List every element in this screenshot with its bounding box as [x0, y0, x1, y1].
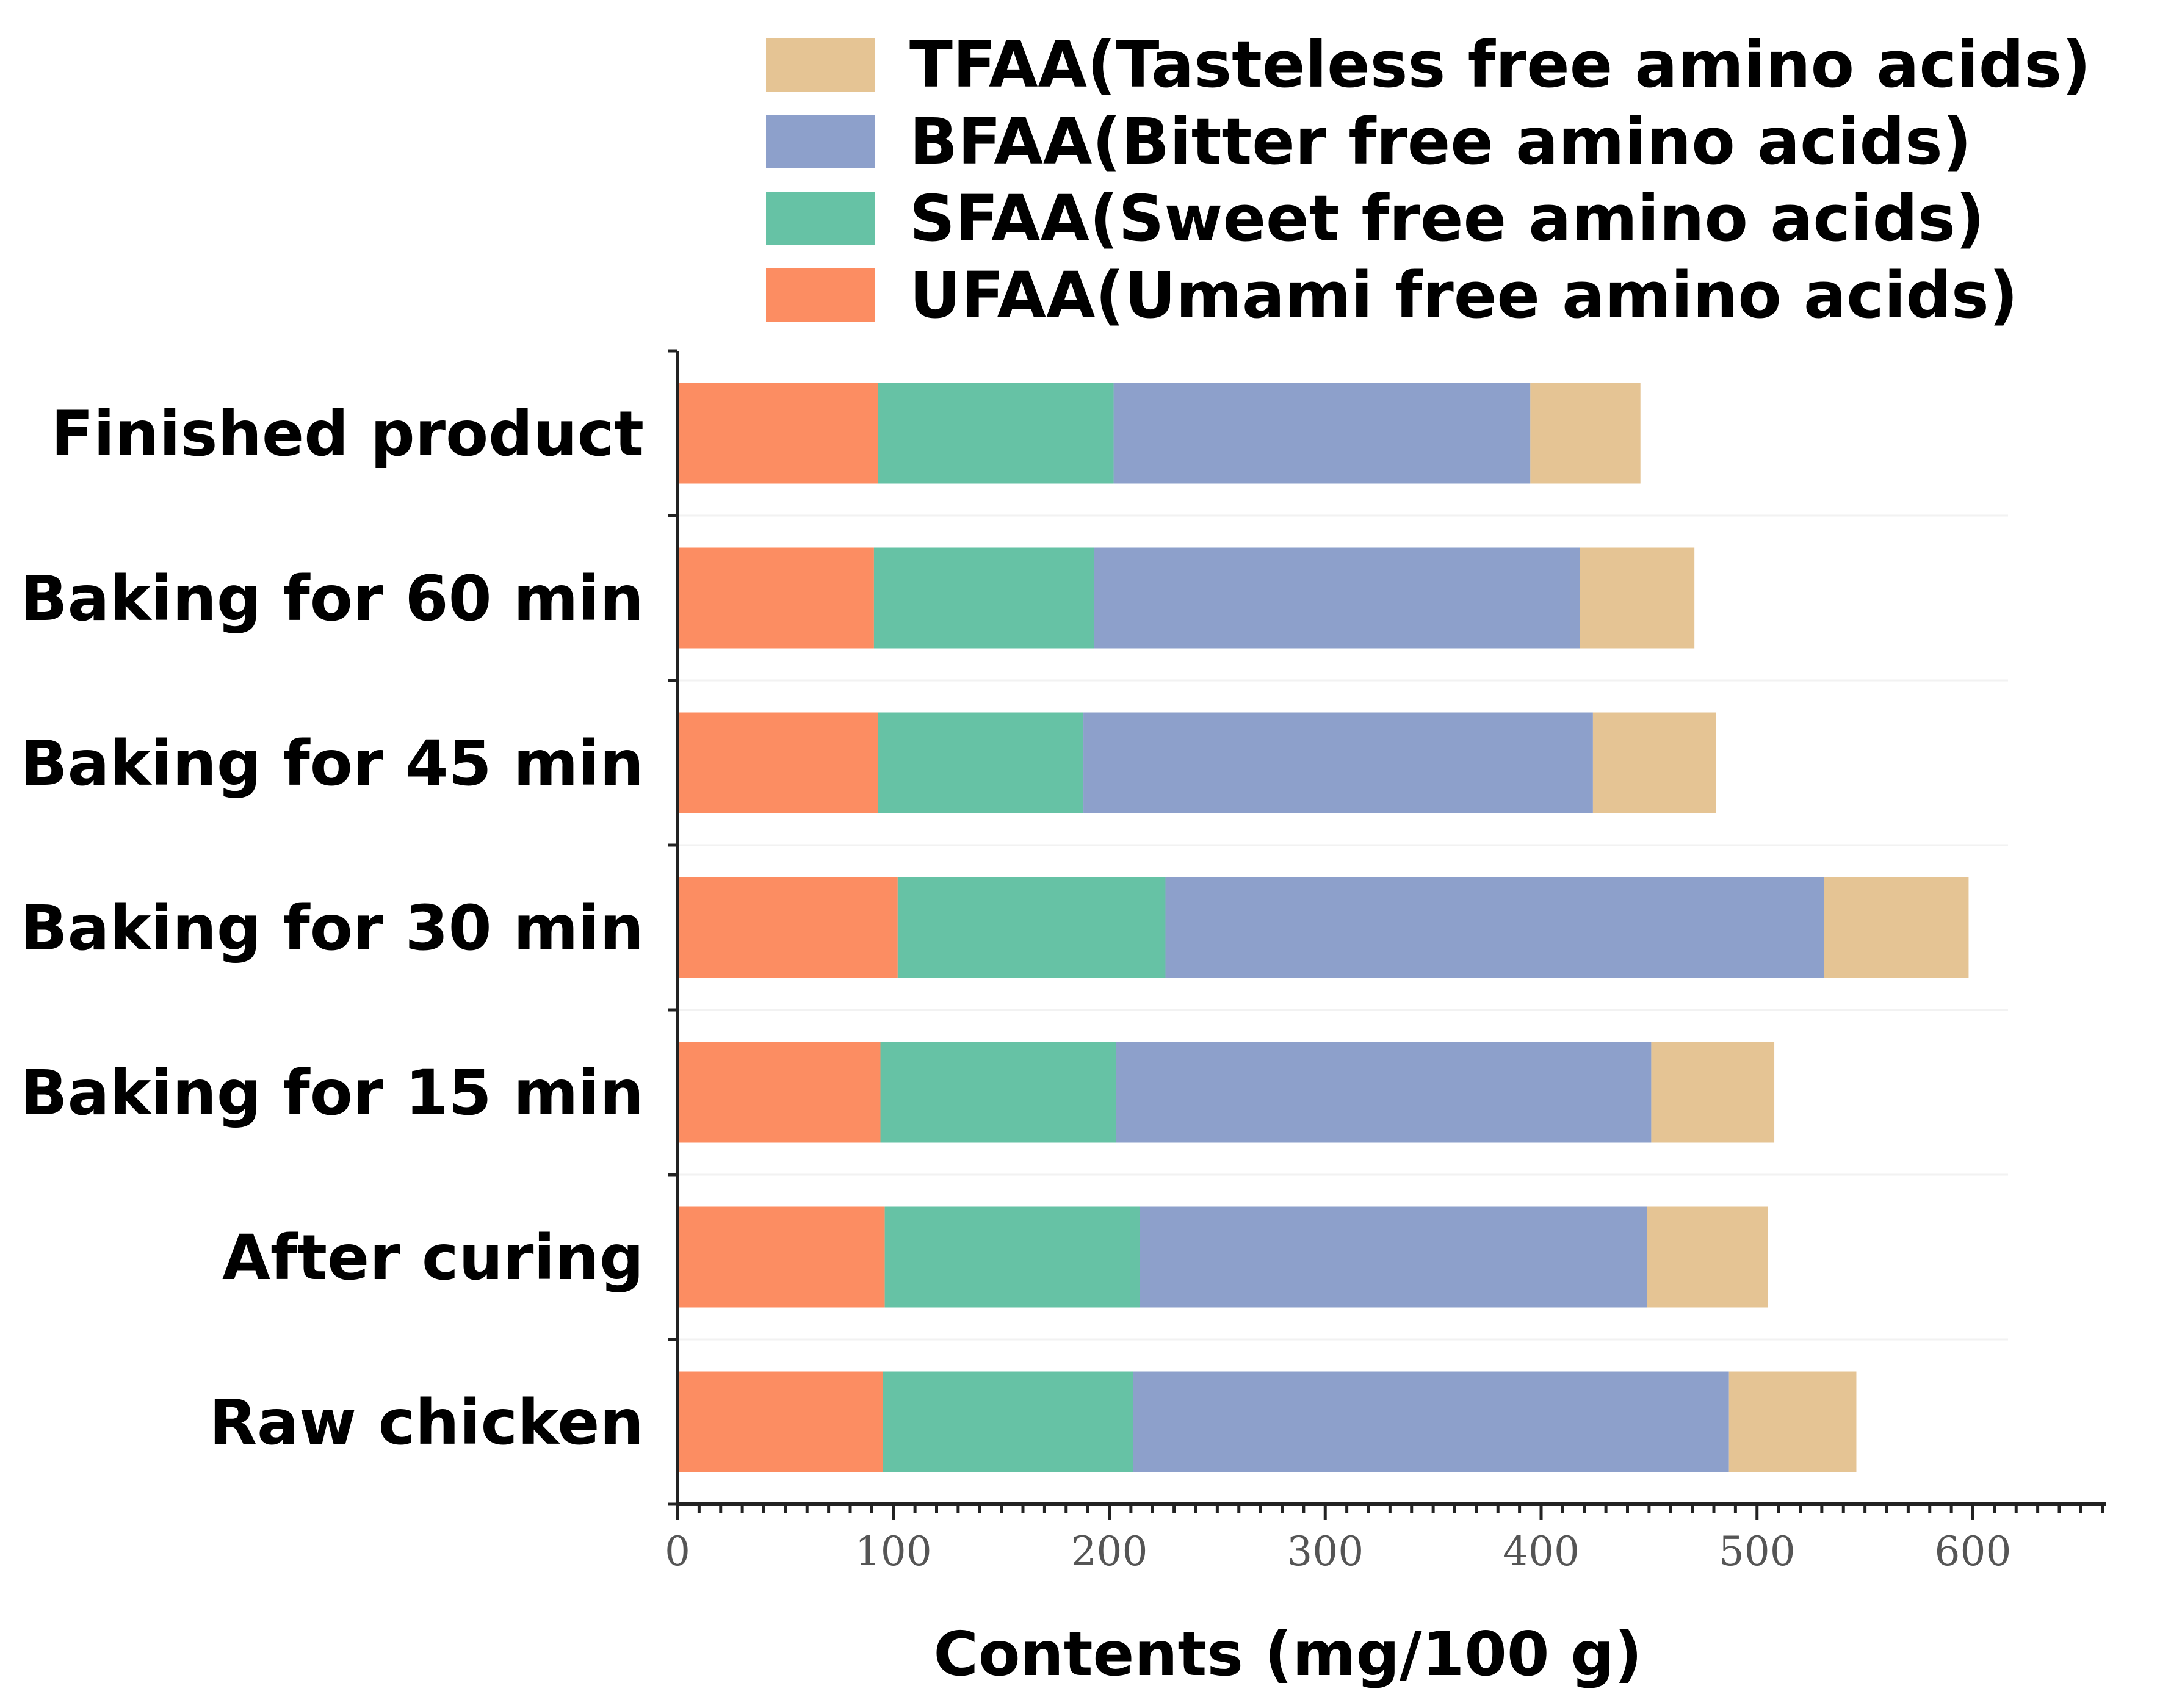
- bar-segment: [1140, 1206, 1647, 1308]
- bar-segment: [880, 1042, 1116, 1143]
- legend-label: BFAA(Bitter free amino acids): [909, 104, 1971, 179]
- category-label: Finished product: [51, 398, 645, 470]
- legend-swatch: [766, 192, 875, 245]
- bar-segment: [677, 877, 898, 978]
- x-axis-title: Contents (mg/100 g): [933, 1618, 1642, 1690]
- legend-swatch: [766, 115, 875, 168]
- bar-segment: [677, 1206, 885, 1308]
- x-axis-ticks: 0 100 200 300 400 500 600: [665, 349, 2104, 1575]
- bar-segment: [1728, 1371, 1857, 1472]
- bar-segment: [1094, 547, 1580, 649]
- legend-label: SFAA(Sweet free amino acids): [909, 181, 1985, 256]
- bar-segment: [1651, 1042, 1775, 1143]
- bar-segment: [1165, 877, 1824, 978]
- legend-label: TFAA(Tasteless free amino acids): [909, 27, 2091, 102]
- bar-segment: [883, 1371, 1133, 1472]
- category-label: Baking for 45 min: [20, 727, 644, 800]
- bar-segment: [1647, 1206, 1768, 1308]
- bar-segment: [1113, 383, 1531, 484]
- legend: TFAA(Tasteless free amino acids)BFAA(Bit…: [766, 27, 2091, 333]
- x-tick-label: 500: [1719, 1528, 1796, 1575]
- category-label: After curing: [222, 1222, 644, 1294]
- bar-segment: [878, 383, 1114, 484]
- bar-segment: [884, 1206, 1140, 1308]
- bar-segment: [1592, 712, 1716, 813]
- grid-lines: [677, 514, 2008, 1341]
- bar-segment: [677, 547, 874, 649]
- bar-segment: [677, 712, 878, 813]
- bar-segment: [1580, 547, 1695, 649]
- bar-segment: [1824, 877, 1969, 978]
- category-labels: Raw chicken After curing Baking for 15 min…: [20, 398, 644, 1459]
- x-tick-label: 600: [1935, 1528, 2012, 1575]
- x-tick-label: 200: [1071, 1528, 1148, 1575]
- category-label: Raw chicken: [209, 1386, 644, 1459]
- bar-segment: [878, 712, 1084, 813]
- bar-segment: [873, 547, 1094, 649]
- bar-segment: [1116, 1042, 1652, 1143]
- bar-segment: [897, 877, 1166, 978]
- category-label: Baking for 15 min: [20, 1057, 644, 1130]
- legend-swatch: [766, 268, 875, 322]
- bars-group: [677, 383, 1969, 1472]
- bar-segment: [1083, 712, 1593, 813]
- bar-segment: [677, 383, 878, 484]
- bar-segment: [1530, 383, 1641, 484]
- bar-segment: [677, 1371, 883, 1472]
- category-label: Baking for 60 min: [20, 563, 644, 635]
- legend-swatch: [766, 38, 875, 92]
- x-tick-label: 0: [665, 1528, 690, 1575]
- x-tick-label: 100: [855, 1528, 932, 1575]
- x-tick-label: 300: [1287, 1528, 1364, 1575]
- legend-label: UFAA(Umami free amino acids): [909, 258, 2018, 333]
- bar-segment: [1133, 1371, 1729, 1472]
- bar-segment: [677, 1042, 881, 1143]
- x-tick-label: 400: [1503, 1528, 1580, 1575]
- category-label: Baking for 30 min: [20, 892, 644, 965]
